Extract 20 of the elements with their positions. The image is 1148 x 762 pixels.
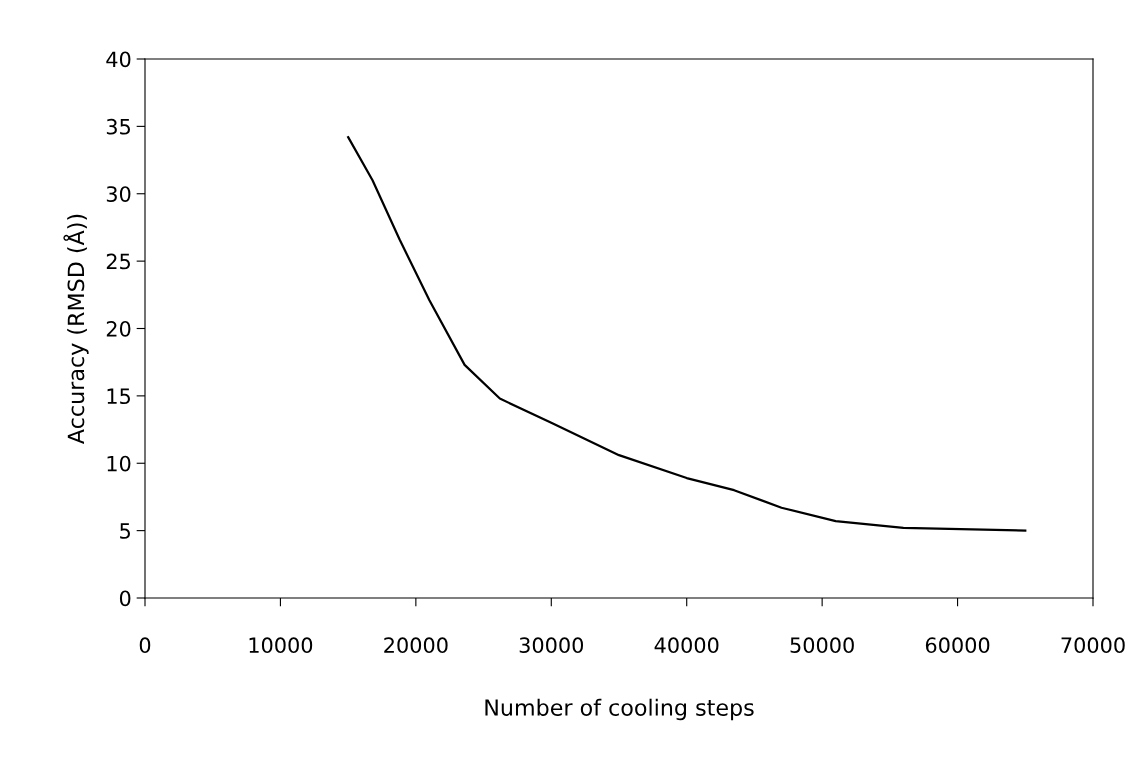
x-axis-title: Number of cooling steps — [485, 698, 754, 721]
y-tick-label: 25 — [106, 253, 130, 270]
y-tick-label: 5 — [120, 523, 130, 539]
x-tick-label: 50000 — [790, 637, 854, 654]
y-tick-label: 40 — [106, 51, 131, 68]
y-tick-label: 20 — [106, 320, 131, 337]
y-tick-label: 15 — [107, 388, 130, 405]
x-tick-label: 10000 — [249, 637, 313, 654]
y-tick-label: 0 — [119, 590, 131, 607]
x-tick-label: 60000 — [925, 637, 990, 654]
x-tick-label: 40000 — [654, 637, 719, 654]
x-tick-label: 20000 — [384, 637, 448, 654]
x-tick-label: 30000 — [519, 637, 584, 654]
y-tick-label: 35 — [106, 118, 130, 135]
x-tick-label: 0 — [139, 637, 151, 654]
y-axis-title: Accuracy (RMSD (Å)) — [63, 214, 89, 444]
x-tick-label: 70000 — [1061, 637, 1125, 654]
y-tick-label: 30 — [106, 186, 131, 202]
y-tick-label: 10 — [107, 455, 131, 472]
line-series — [347, 136, 1027, 532]
